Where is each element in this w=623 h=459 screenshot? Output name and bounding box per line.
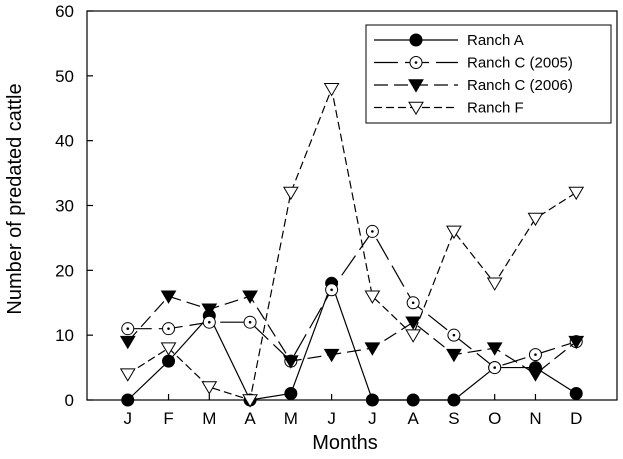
data-point bbox=[325, 283, 339, 297]
legend-marker bbox=[408, 101, 424, 116]
series-line bbox=[127, 86, 577, 401]
data-point bbox=[323, 83, 340, 97]
series-3 bbox=[119, 290, 585, 382]
data-point bbox=[486, 342, 503, 356]
x-tick-label: J bbox=[368, 409, 377, 428]
series-line bbox=[127, 295, 577, 375]
data-point bbox=[121, 322, 135, 336]
y-tick-label: 30 bbox=[55, 197, 74, 216]
data-point bbox=[160, 342, 177, 356]
data-point bbox=[527, 368, 544, 382]
x-tick-label: D bbox=[570, 409, 582, 428]
data-point bbox=[486, 277, 503, 291]
data-point bbox=[568, 335, 585, 350]
data-point bbox=[488, 361, 502, 375]
legend-label: Ranch C (2006) bbox=[467, 77, 573, 94]
legend-box bbox=[365, 24, 612, 124]
x-axis-title: Months bbox=[312, 432, 378, 454]
x-tick-label: J bbox=[124, 409, 133, 428]
data-point bbox=[282, 186, 299, 201]
legend-label: Ranch F bbox=[467, 100, 524, 117]
data-point bbox=[160, 290, 177, 304]
x-tick-label: A bbox=[407, 409, 419, 428]
x-tick-label: J bbox=[327, 409, 336, 428]
data-point bbox=[447, 393, 461, 407]
data-point bbox=[446, 348, 462, 363]
data-point bbox=[162, 354, 176, 368]
marker-dot bbox=[330, 288, 333, 292]
x-tick-label: A bbox=[244, 409, 256, 428]
data-point bbox=[242, 290, 258, 304]
marker-dot bbox=[371, 230, 374, 233]
data-point bbox=[405, 316, 422, 330]
marker-dot bbox=[248, 320, 252, 324]
legend-label: Ranch A bbox=[467, 32, 524, 49]
x-tick-label: N bbox=[529, 409, 541, 428]
data-point bbox=[243, 315, 257, 329]
y-tick-label: 10 bbox=[55, 326, 74, 345]
marker-dot bbox=[414, 61, 418, 64]
legend-marker bbox=[409, 33, 423, 47]
x-tick-label: F bbox=[163, 409, 173, 428]
marker-dot bbox=[126, 327, 130, 330]
data-point bbox=[527, 212, 544, 227]
marker-dot bbox=[411, 301, 415, 305]
data-point bbox=[282, 355, 299, 369]
data-point bbox=[201, 303, 218, 317]
series-1 bbox=[121, 276, 583, 407]
data-point bbox=[121, 393, 135, 407]
data-point bbox=[446, 225, 462, 240]
y-tick-label: 20 bbox=[55, 261, 74, 280]
x-tick-label: O bbox=[488, 409, 501, 428]
marker-dot bbox=[208, 320, 211, 324]
data-point bbox=[406, 393, 420, 407]
data-point bbox=[364, 290, 381, 304]
data-point bbox=[202, 315, 216, 329]
data-point bbox=[528, 348, 542, 362]
y-tick-label: 0 bbox=[65, 391, 74, 410]
data-point bbox=[119, 368, 136, 382]
marker-dot bbox=[167, 327, 170, 330]
x-tick-label: M bbox=[202, 409, 216, 428]
data-point bbox=[242, 394, 258, 408]
data-point bbox=[119, 335, 136, 350]
legend-label: Ranch C (2005) bbox=[467, 55, 573, 72]
series-line bbox=[127, 230, 577, 369]
series-line bbox=[127, 281, 577, 401]
legend: Ranch A Ranch C (2005) Ranch C (2006) Ranch… bbox=[365, 24, 612, 124]
y-tick-label: 60 bbox=[55, 2, 74, 21]
x-tick-label: S bbox=[448, 409, 459, 428]
data-point bbox=[406, 296, 420, 310]
data-point bbox=[447, 328, 461, 342]
y-tick-label: 50 bbox=[55, 67, 74, 86]
data-point bbox=[284, 387, 298, 401]
data-point bbox=[365, 393, 379, 407]
data-point bbox=[162, 322, 176, 336]
data-point bbox=[568, 186, 585, 201]
marker-dot bbox=[493, 366, 496, 369]
data-point bbox=[323, 348, 340, 363]
x-tick-label: M bbox=[284, 409, 298, 428]
marker-dot bbox=[534, 353, 537, 356]
series-4 bbox=[119, 83, 585, 408]
marker-dot bbox=[452, 333, 456, 337]
legend-marker bbox=[409, 56, 423, 69]
data-point bbox=[364, 342, 381, 356]
data-point bbox=[201, 381, 218, 395]
y-tick-label: 40 bbox=[55, 132, 74, 151]
y-axis-title: Number of predated cattle bbox=[4, 83, 26, 314]
data-point bbox=[365, 224, 379, 238]
data-point bbox=[405, 329, 422, 343]
legend-marker bbox=[408, 79, 424, 93]
data-point bbox=[569, 387, 583, 401]
